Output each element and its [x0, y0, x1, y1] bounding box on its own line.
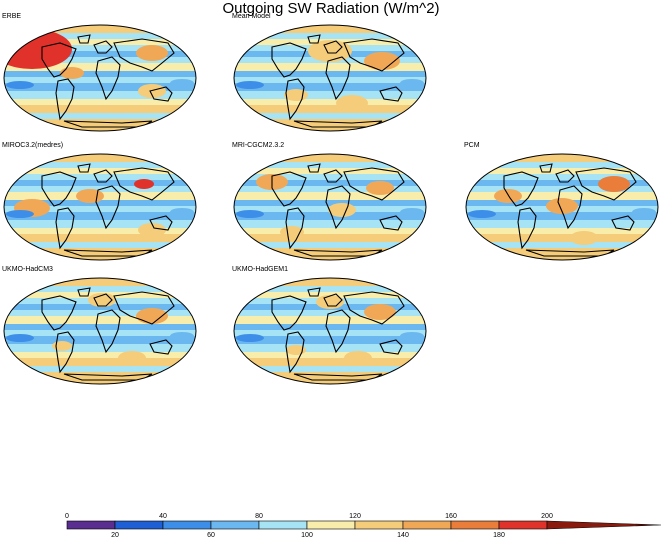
map-mean-model: [233, 24, 427, 132]
colorbar-tick-label: 40: [159, 513, 167, 520]
colorbar-swatch: [450, 520, 500, 530]
colorbar-tick-label: 180: [493, 532, 505, 539]
map-miroc: [3, 153, 197, 261]
colorbar-tick-label: 80: [255, 513, 263, 520]
colorbar-swatch: [114, 520, 164, 530]
colorbar-tick-label: 140: [397, 532, 409, 539]
colorbar-tick-label: 120: [349, 513, 361, 520]
colorbar-swatch: [162, 520, 212, 530]
colorbar-swatch: [306, 520, 356, 530]
colorbar-swatch: [210, 520, 260, 530]
panel-label-miroc: MIROC3.2(medres): [2, 142, 64, 149]
panel-label-hadcm3: UKMO-HadCM3: [2, 266, 53, 273]
colorbar-swatch: [354, 520, 404, 530]
colorbar-tick-label: 160: [445, 513, 457, 520]
colorbar-swatch: [498, 520, 548, 530]
panel-label-mean-model: Mean Model: [232, 13, 271, 20]
colorbar: 0 40 80 120 160 200 20 60 100 140 180: [65, 513, 662, 539]
map-mri: [233, 153, 427, 261]
colorbar-tick-label: 100: [301, 532, 313, 539]
page-title: Outgoing SW Radiation (W/m^2): [222, 0, 440, 17]
colorbar-swatch: [402, 520, 452, 530]
colorbar-tick-label: 20: [111, 532, 119, 539]
panel-label-hadgem1: UKMO-HadGEM1: [232, 266, 289, 273]
colorbar-tick-label: 200: [541, 513, 553, 520]
colorbar-swatch: [258, 520, 308, 530]
panel-label-pcm: PCM: [464, 142, 480, 149]
panel-label-mri: MRI-CGCM2.3.2: [232, 142, 285, 149]
colorbar-tick-label: 60: [207, 532, 215, 539]
panel-label-erbe: ERBE: [2, 13, 22, 20]
colorbar-tick-label: 0: [65, 513, 69, 520]
map-hadgem1: [233, 277, 427, 385]
colorbar-swatch: [66, 520, 116, 530]
map-erbe: [3, 24, 197, 132]
map-hadcm3: [3, 277, 197, 385]
map-pcm: [465, 153, 659, 261]
colorbar-extension-arrow: [546, 520, 662, 530]
